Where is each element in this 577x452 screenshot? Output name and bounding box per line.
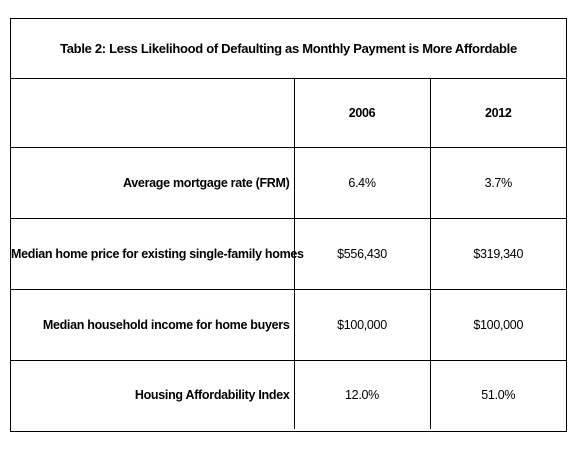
cell-2012: $100,000 xyxy=(429,289,566,361)
row-label: Housing Affordability Index xyxy=(11,360,295,429)
cell-2012: 51.0% xyxy=(429,360,566,429)
row-label: Median household income for home buyers xyxy=(11,289,295,361)
row-label: Average mortgage rate (FRM) xyxy=(11,147,295,219)
header-row: 2006 2012 xyxy=(11,79,566,148)
header-2006: 2006 xyxy=(293,79,431,148)
cell-2006: $556,430 xyxy=(293,218,431,290)
cell-2012: $319,340 xyxy=(429,218,566,290)
table-row: Median home price for existing single-fa… xyxy=(11,218,566,290)
table-title: Table 2: Less Likelihood of Defaulting a… xyxy=(11,19,566,79)
cell-2006: 12.0% xyxy=(293,360,431,429)
table-row: Median household income for home buyers … xyxy=(11,289,566,361)
cell-2006: 6.4% xyxy=(293,147,431,219)
table-row: Housing Affordability Index 12.0% 51.0% xyxy=(11,360,566,429)
table-row: Average mortgage rate (FRM) 6.4% 3.7% xyxy=(11,147,566,219)
header-2012: 2012 xyxy=(429,79,566,148)
cell-2006: $100,000 xyxy=(293,289,431,361)
row-label: Median home price for existing single-fa… xyxy=(11,218,304,290)
cell-2012: 3.7% xyxy=(429,147,566,219)
affordability-table: Table 2: Less Likelihood of Defaulting a… xyxy=(10,18,567,432)
data-table: 2006 2012 Average mortgage rate (FRM) 6.… xyxy=(11,79,566,429)
header-empty-cell xyxy=(11,79,295,148)
